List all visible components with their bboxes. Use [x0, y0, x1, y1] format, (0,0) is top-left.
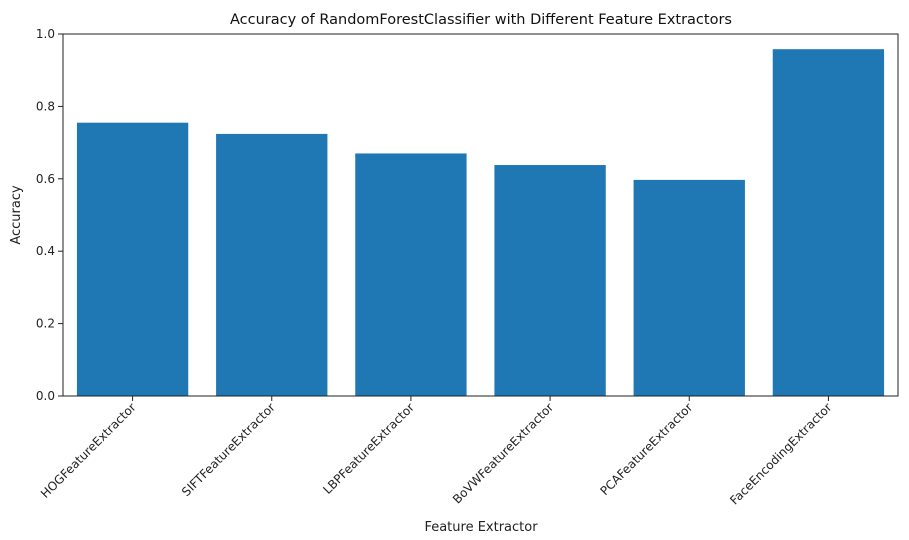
x-tick-label: FaceEncodingExtractor — [727, 400, 834, 507]
bar — [76, 122, 189, 396]
y-tick-label: 1.0 — [36, 27, 55, 41]
bar — [772, 49, 885, 396]
x-tick-label: LBPFeatureExtractor — [320, 400, 417, 497]
y-tick-label: 0.2 — [36, 317, 55, 331]
y-tick-label: 0.8 — [36, 99, 55, 113]
bar — [633, 179, 745, 396]
bar — [216, 133, 328, 397]
y-tick-label: 0.4 — [36, 244, 55, 258]
x-axis-title: Feature Extractor — [424, 520, 538, 535]
bar — [494, 165, 606, 396]
x-tick-label: SIFTFeatureExtractor — [179, 400, 278, 499]
plot-area: 0.0 0.2 0.4 0.6 0.8 1.0 HOGFeatureExtractor SIF… — [36, 27, 899, 507]
y-tick-label: 0.0 — [36, 389, 55, 403]
x-tick-label: HOGFeatureExtractor — [38, 400, 139, 501]
y-axis-title: Accuracy — [9, 185, 24, 245]
plot-frame — [62, 33, 899, 397]
x-tick-label: BoVWFeatureExtractor — [450, 400, 556, 506]
chart-title: Accuracy of RandomForestClassifier with … — [230, 12, 732, 28]
y-tick-label: 0.6 — [36, 172, 55, 186]
x-tick-label: PCAFeatureExtractor — [597, 400, 695, 498]
bar — [355, 153, 467, 396]
